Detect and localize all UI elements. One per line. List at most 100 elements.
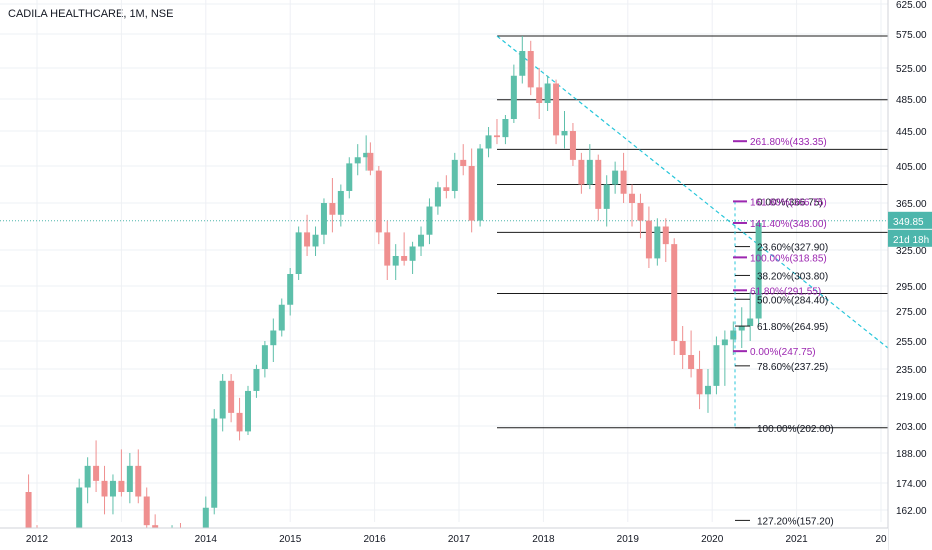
- fib-ext-label: 141.40%(348.00): [750, 219, 827, 230]
- candle-body: [295, 232, 302, 274]
- candle-body: [671, 244, 678, 341]
- candle-body: [721, 339, 728, 346]
- fib-ext-label: 61.80%(291.55): [750, 286, 821, 297]
- fib-ext-label: 161.80%(366.75): [750, 197, 827, 208]
- candle-body: [629, 193, 636, 203]
- last-price-label: 349.85: [893, 217, 924, 228]
- candle-body: [126, 465, 133, 492]
- candle-body: [645, 220, 652, 259]
- price-tick-label: 188.00: [896, 449, 927, 460]
- candle-body: [76, 487, 83, 536]
- candle-body: [329, 203, 336, 215]
- price-tick-label: 405.00: [896, 162, 927, 173]
- year-tick-label: 2014: [195, 534, 218, 545]
- fib-levels: 23.60%(327.90) 38.20%(303.80) 50.00%(284.4…: [733, 137, 834, 527]
- candle-body: [84, 465, 91, 488]
- candle-body: [561, 131, 568, 136]
- candle-body: [527, 51, 534, 88]
- candle-body: [384, 232, 391, 266]
- candle-body: [426, 206, 433, 235]
- fib-level-label: 78.60%(237.25): [757, 362, 828, 373]
- candle-body: [662, 226, 669, 245]
- candle-body: [637, 203, 644, 221]
- candle-body: [101, 480, 108, 497]
- candle-body: [747, 318, 754, 326]
- candle-body: [704, 385, 711, 395]
- candle-body: [502, 119, 509, 138]
- candle-body: [679, 341, 686, 355]
- candle-body: [354, 157, 361, 164]
- fib-ext-label: 0.00%(247.75): [750, 347, 816, 358]
- candle-body: [25, 492, 32, 536]
- price-tick-label: 325.00: [896, 246, 927, 257]
- year-tick-label: 2018: [532, 534, 555, 545]
- candle-body: [654, 226, 661, 259]
- year-tick-label: 2016: [363, 534, 386, 545]
- price-tick-label: 174.00: [896, 479, 927, 490]
- candle-body: [612, 170, 619, 185]
- time-axis-bg: [0, 528, 888, 550]
- candle-body: [93, 465, 100, 481]
- candle-body: [228, 380, 235, 413]
- candle-body: [219, 380, 226, 419]
- candle-body: [578, 159, 585, 185]
- candle-body: [135, 465, 142, 497]
- year-tick-label: 2019: [617, 534, 640, 545]
- candle-body: [620, 170, 627, 194]
- candle-body: [586, 159, 593, 185]
- candle-body: [375, 170, 382, 233]
- candle-body: [312, 234, 319, 247]
- year-tick-label: 2017: [448, 534, 471, 545]
- candle-body: [477, 148, 484, 221]
- year-tick-label: 2012: [26, 534, 49, 545]
- horizontal-levels: [0, 35, 889, 429]
- price-tick-label: 255.00: [896, 337, 927, 348]
- candle-body: [211, 418, 218, 508]
- candle-body: [245, 390, 251, 432]
- candle-body: [713, 345, 720, 386]
- candle-body: [143, 496, 150, 526]
- fib-ext-label: 261.80%(433.35): [750, 137, 827, 148]
- candle-body: [287, 274, 294, 305]
- candle-body: [493, 135, 500, 138]
- price-tick-label: 625.00: [896, 0, 927, 11]
- year-tick-label: 2015: [279, 534, 302, 545]
- candle-body: [544, 83, 551, 103]
- candle-body: [696, 369, 703, 395]
- candle-body: [553, 83, 560, 136]
- candle-body: [468, 166, 475, 221]
- last-price-tag: [888, 211, 932, 229]
- candle-body: [595, 159, 602, 209]
- fib-level-label: 0.00%(366.75): [757, 197, 823, 208]
- price-tick-label: 365.00: [896, 199, 927, 210]
- candle-body: [569, 131, 576, 160]
- candle-body: [236, 412, 243, 432]
- candle-body: [261, 345, 268, 369]
- candle-body: [253, 369, 260, 391]
- countdown-label: 21d 18h: [893, 235, 929, 246]
- candle-body: [485, 135, 492, 149]
- price-axis-bg: [888, 0, 932, 550]
- price-tick-label: 445.00: [896, 127, 927, 138]
- price-tick-label: 295.00: [896, 282, 927, 293]
- fib-level-label: 50.00%(284.40): [757, 295, 828, 306]
- candle-body: [755, 222, 762, 319]
- price-tick-label: 575.00: [896, 30, 927, 41]
- year-tick-label: 2013: [110, 534, 133, 545]
- fib-level-label: 127.20%(157.20): [757, 516, 834, 527]
- fib-level-label: 100.00%(202.00): [757, 424, 834, 435]
- price-tick-label: 235.00: [896, 365, 927, 376]
- candle-body: [603, 184, 610, 209]
- candles: [25, 36, 762, 537]
- year-tick-label: 2021: [785, 534, 808, 545]
- year-tick-label: 20: [875, 534, 887, 545]
- candle-body: [202, 507, 209, 536]
- candle-body: [460, 159, 467, 166]
- time-axis: 2012 2013 2014 2015 2016 2017 2018 2019 2020 2021…: [0, 527, 888, 550]
- candle-body: [688, 355, 695, 369]
- candle-body: [401, 256, 408, 261]
- chart-title: CADILA HEALTHCARE, 1M, NSE: [8, 8, 174, 20]
- candle-body: [363, 152, 370, 158]
- price-axis: 625.00 575.00 525.00 485.00 445.00 405.00 365.…: [887, 0, 932, 550]
